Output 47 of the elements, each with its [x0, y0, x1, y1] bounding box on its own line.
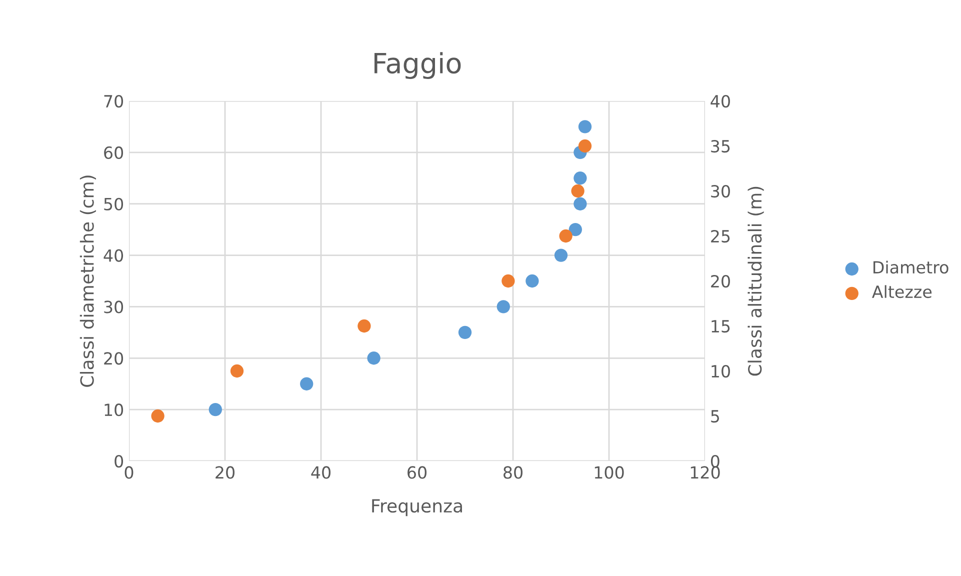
- y2-tick-label: 30: [711, 184, 730, 198]
- y2-tick-label: 35: [711, 140, 730, 153]
- x-tick-label: 100: [594, 466, 624, 479]
- point: [526, 274, 539, 288]
- y2-axis-title: Classi altitudinali (m): [748, 186, 764, 376]
- y-tick-label: 0: [114, 454, 124, 468]
- x-tick-label: 0: [124, 466, 134, 479]
- point: [151, 409, 164, 423]
- y-tick-label: 40: [104, 249, 124, 262]
- y-tick-label: 20: [104, 352, 124, 365]
- point: [574, 197, 587, 210]
- point: [568, 222, 582, 236]
- y-tick-label: 70: [104, 94, 124, 108]
- point: [574, 172, 587, 185]
- y2-tick-label: 15: [712, 320, 730, 333]
- y2-tick-label: 10: [712, 364, 730, 378]
- x-tick-label: 20: [216, 466, 234, 479]
- x-tick-label: 60: [408, 466, 426, 479]
- legend-label: Diametro: [874, 260, 948, 274]
- point: [578, 120, 592, 134]
- point: [496, 300, 510, 314]
- point: [559, 229, 572, 243]
- point: [367, 352, 380, 365]
- x-tick-label: 80: [504, 466, 522, 479]
- y-tick-label: 50: [104, 198, 124, 210]
- chart-title: Faggio: [374, 52, 461, 79]
- point: [230, 364, 244, 378]
- legend-label: Altezze: [872, 285, 932, 298]
- y2-tick-label: 25: [711, 230, 730, 243]
- x-tick-label: 40: [311, 466, 330, 479]
- point: [208, 402, 222, 416]
- x-tick-label: 120: [690, 466, 720, 479]
- y2-tick-label: 20: [711, 274, 730, 288]
- y-tick-label: 30: [104, 300, 124, 314]
- y2-tick-label: 5: [711, 410, 720, 423]
- point: [554, 248, 568, 262]
- point: [571, 184, 584, 198]
- point: [502, 274, 515, 288]
- point: [300, 377, 314, 390]
- point: [458, 326, 472, 340]
- y-tick-label: 60: [104, 146, 124, 159]
- y-tick-label: 10: [104, 404, 124, 416]
- point: [578, 139, 592, 153]
- y-axis-title: Classi diametriche (cm): [80, 176, 96, 387]
- y2-tick-label: 40: [710, 94, 730, 108]
- point: [358, 319, 371, 333]
- x-axis-title: Frequenza: [372, 499, 462, 516]
